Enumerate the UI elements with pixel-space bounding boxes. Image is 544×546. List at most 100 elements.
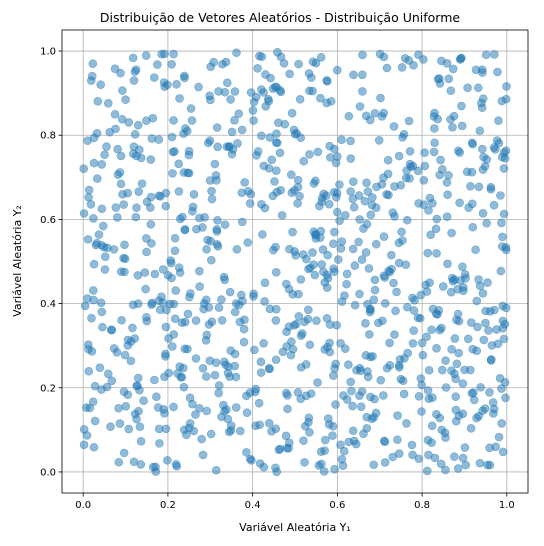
data-point: [481, 318, 490, 328]
data-point: [502, 82, 511, 91]
data-point: [89, 442, 99, 452]
data-point: [175, 214, 185, 224]
data-point: [390, 212, 399, 221]
data-point: [110, 64, 120, 74]
data-point: [332, 192, 341, 202]
data-point: [227, 127, 237, 137]
data-point: [329, 371, 338, 380]
data-point: [131, 65, 141, 74]
data-point: [100, 265, 110, 274]
data-point: [167, 60, 176, 69]
data-point: [135, 422, 145, 432]
data-point: [264, 419, 274, 428]
data-point: [498, 301, 508, 311]
data-point: [333, 152, 342, 161]
data-point: [198, 223, 207, 232]
data-point: [489, 409, 498, 418]
data-point: [437, 56, 446, 66]
data-point: [136, 153, 146, 163]
data-point: [105, 127, 115, 137]
data-point: [210, 159, 220, 169]
data-point: [344, 360, 353, 369]
data-point: [385, 338, 394, 348]
data-point: [464, 203, 473, 212]
data-point: [271, 316, 281, 325]
data-point: [380, 273, 390, 282]
data-point: [416, 290, 426, 300]
data-point: [323, 250, 332, 260]
data-point: [198, 364, 208, 373]
data-point: [349, 177, 358, 187]
data-point: [163, 80, 172, 90]
data-point: [463, 83, 472, 93]
data-point: [416, 374, 426, 383]
data-point: [497, 419, 507, 428]
data-point: [205, 136, 215, 145]
data-point: [198, 450, 208, 460]
data-point: [456, 276, 465, 285]
data-point: [249, 292, 258, 301]
data-point: [397, 63, 407, 72]
data-point: [474, 182, 484, 192]
data-point: [201, 336, 211, 345]
data-point: [380, 458, 390, 467]
data-point: [163, 456, 172, 465]
data-point: [169, 116, 178, 125]
data-point: [436, 155, 445, 165]
data-point: [103, 369, 113, 379]
data-point: [179, 71, 189, 81]
data-point: [133, 120, 143, 130]
data-point: [155, 305, 165, 315]
data-point: [124, 118, 134, 127]
x-tick-label-1: 0.2: [160, 500, 176, 511]
data-point: [399, 130, 409, 139]
data-point: [133, 373, 143, 383]
data-point: [364, 330, 374, 339]
data-point: [354, 191, 364, 200]
data-point: [114, 457, 124, 467]
data-point: [158, 265, 168, 274]
data-point: [82, 403, 91, 412]
data-point: [372, 182, 381, 192]
data-point: [423, 435, 433, 445]
data-point: [458, 453, 468, 463]
data-point: [452, 315, 461, 325]
data-point: [237, 125, 247, 135]
data-point: [119, 200, 128, 209]
data-point: [402, 419, 411, 428]
data-point: [257, 199, 266, 209]
data-point: [305, 150, 314, 159]
data-point: [380, 299, 390, 308]
x-tick-label-5: 1.0: [499, 500, 515, 511]
data-point: [404, 56, 414, 65]
data-point: [479, 335, 489, 345]
data-point: [344, 111, 354, 121]
data-point: [189, 426, 199, 436]
data-point: [231, 403, 241, 412]
data-point: [120, 254, 130, 264]
data-point: [493, 67, 502, 77]
data-point: [223, 78, 232, 88]
data-point: [389, 278, 398, 288]
data-point: [256, 357, 266, 367]
y-tick-label-3: 0.6: [40, 215, 56, 226]
data-point: [169, 49, 178, 59]
data-point: [294, 289, 303, 299]
data-point: [457, 121, 467, 131]
data-point: [444, 74, 454, 84]
data-point: [128, 300, 138, 310]
data-point: [290, 247, 299, 256]
data-point: [441, 356, 450, 365]
data-point: [337, 454, 347, 464]
data-point: [136, 436, 146, 446]
data-point: [443, 259, 452, 269]
data-point: [174, 263, 184, 272]
data-point: [124, 424, 134, 434]
data-point: [271, 355, 281, 365]
data-point: [116, 267, 126, 276]
data-point: [214, 303, 224, 312]
data-point: [96, 80, 105, 89]
data-point: [358, 87, 367, 96]
data-point: [318, 245, 328, 254]
data-point: [433, 309, 442, 319]
